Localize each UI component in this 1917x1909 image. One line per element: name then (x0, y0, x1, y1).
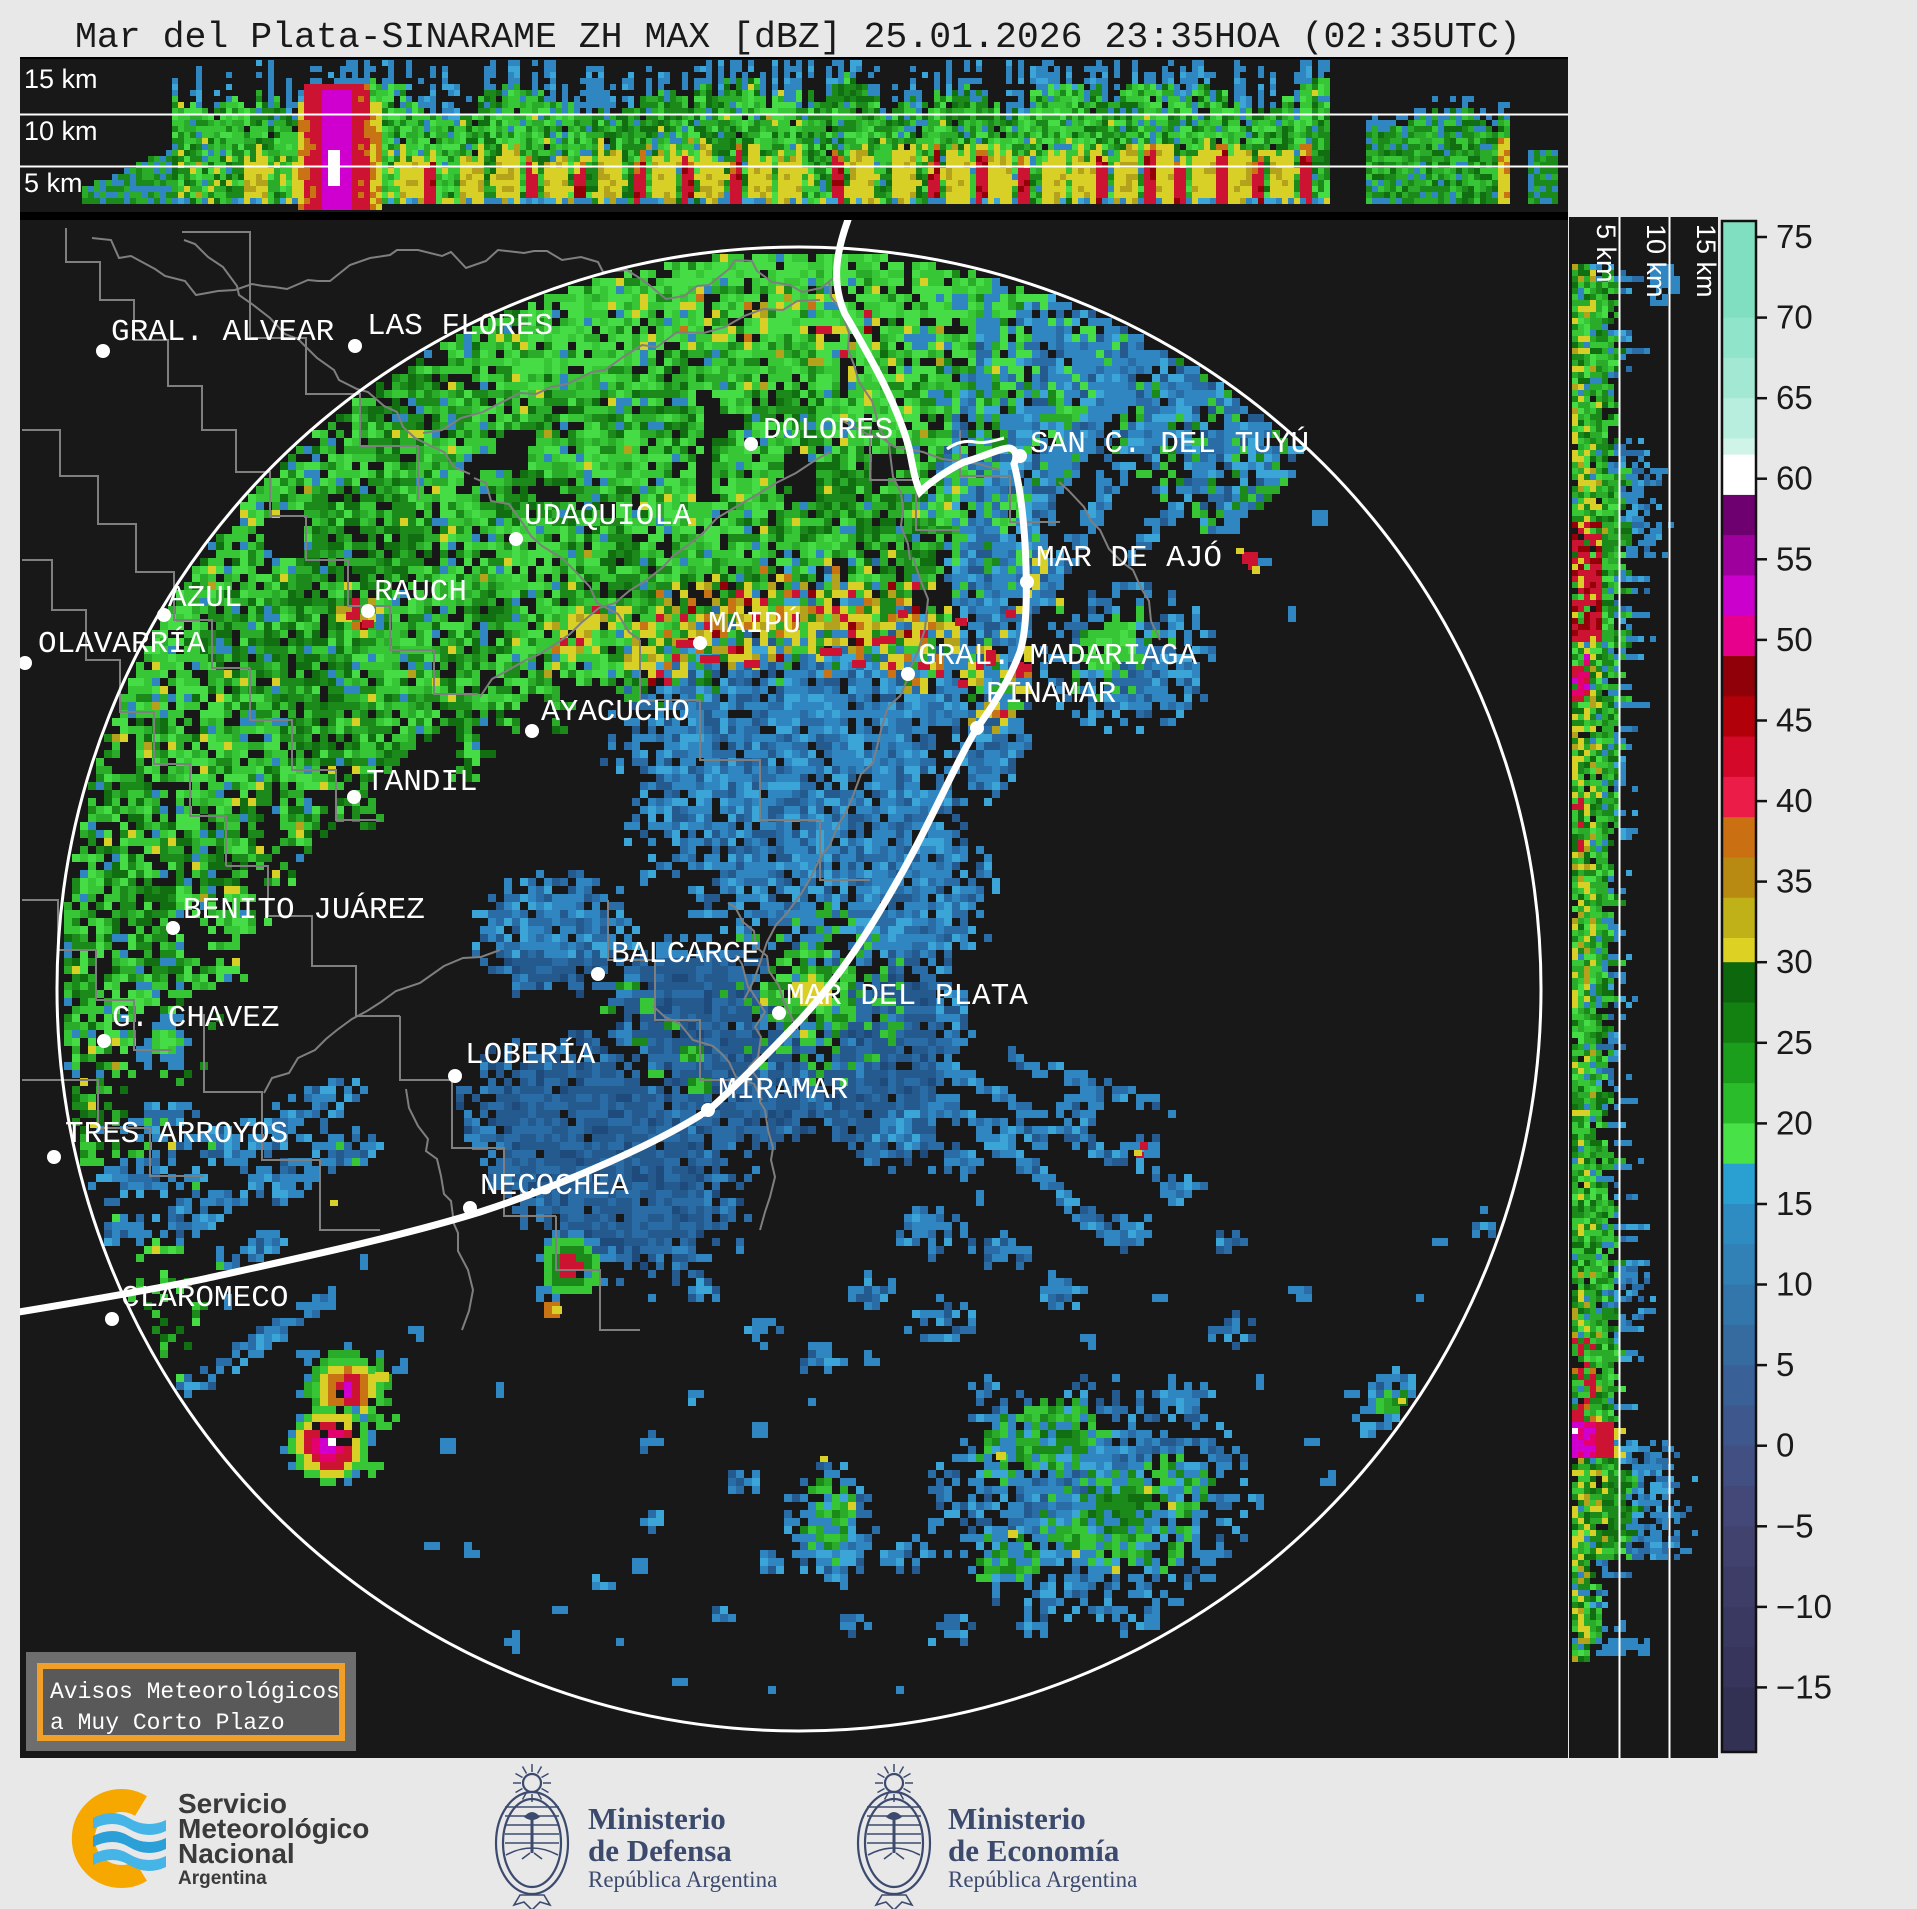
svg-text:Nacional: Nacional (178, 1838, 295, 1869)
svg-text:de Economía: de Economía (948, 1833, 1120, 1868)
svg-text:10 km: 10 km (24, 116, 98, 146)
svg-text:AYACUCHO: AYACUCHO (541, 695, 690, 730)
svg-text:MAR DEL PLATA: MAR DEL PLATA (786, 979, 1028, 1014)
svg-text:−5: −5 (1776, 1507, 1814, 1544)
svg-text:MIRAMAR: MIRAMAR (718, 1073, 848, 1108)
svg-text:15 km: 15 km (24, 64, 98, 94)
svg-text:Ministerio: Ministerio (948, 1801, 1086, 1836)
svg-text:10 km: 10 km (1641, 224, 1671, 298)
svg-text:55: 55 (1776, 540, 1813, 577)
svg-text:RAUCH: RAUCH (374, 575, 467, 610)
svg-text:75: 75 (1776, 218, 1813, 255)
svg-text:República Argentina: República Argentina (948, 1867, 1137, 1892)
svg-text:Ministerio: Ministerio (588, 1801, 726, 1836)
svg-text:30: 30 (1776, 943, 1813, 980)
svg-text:25: 25 (1776, 1024, 1813, 1061)
svg-text:65: 65 (1776, 379, 1813, 416)
svg-text:MAR DE AJÓ: MAR DE AJÓ (1036, 539, 1222, 576)
svg-text:de Defensa: de Defensa (588, 1833, 732, 1868)
svg-text:−10: −10 (1776, 1588, 1832, 1625)
svg-text:40: 40 (1776, 782, 1813, 819)
svg-text:Meteorológico: Meteorológico (178, 1813, 369, 1844)
svg-text:15: 15 (1776, 1185, 1813, 1222)
svg-text:GRAL. MADARIAGA: GRAL. MADARIAGA (918, 639, 1197, 674)
svg-text:OLAVARRÍA: OLAVARRÍA (38, 625, 206, 662)
svg-text:AZUL: AZUL (168, 581, 242, 616)
svg-text:BENITO JUÁREZ: BENITO JUÁREZ (183, 891, 425, 928)
svg-text:G. CHAVEZ: G. CHAVEZ (112, 1001, 279, 1036)
svg-text:15 km: 15 km (1691, 224, 1721, 298)
svg-text:MAIPÚ: MAIPÚ (708, 605, 801, 642)
svg-text:Servicio: Servicio (178, 1788, 287, 1819)
svg-text:5 km: 5 km (1591, 224, 1621, 283)
svg-text:TRES ARROYOS: TRES ARROYOS (65, 1117, 288, 1152)
svg-text:50: 50 (1776, 621, 1813, 658)
svg-text:20: 20 (1776, 1104, 1813, 1141)
svg-text:0: 0 (1776, 1427, 1794, 1464)
svg-text:LOBERÍA: LOBERÍA (465, 1036, 596, 1073)
svg-text:Argentina: Argentina (178, 1868, 267, 1889)
svg-text:SAN C. DEL TUYÚ: SAN C. DEL TUYÚ (1030, 425, 1309, 462)
svg-text:CLAROMECO: CLAROMECO (121, 1281, 288, 1316)
svg-text:NECOCHEA: NECOCHEA (480, 1169, 629, 1204)
svg-text:UDAQUIOLA: UDAQUIOLA (524, 499, 692, 534)
svg-text:70: 70 (1776, 299, 1813, 336)
svg-text:República Argentina: República Argentina (588, 1867, 777, 1892)
svg-text:−15: −15 (1776, 1668, 1832, 1705)
svg-text:35: 35 (1776, 863, 1813, 900)
svg-text:45: 45 (1776, 702, 1813, 739)
svg-text:5 km: 5 km (24, 168, 83, 198)
svg-text:GRAL. ALVEAR: GRAL. ALVEAR (111, 315, 334, 350)
svg-text:10: 10 (1776, 1266, 1813, 1303)
svg-text:BALCARCE: BALCARCE (611, 937, 760, 972)
svg-text:Mar del Plata-SINARAME ZH MAX: Mar del Plata-SINARAME ZH MAX [dBZ] 25.0… (75, 17, 1521, 58)
svg-text:LAS FLORES: LAS FLORES (367, 309, 553, 344)
svg-text:a Muy Corto Plazo: a Muy Corto Plazo (50, 1710, 285, 1736)
svg-text:TANDIL: TANDIL (366, 765, 478, 800)
svg-text:60: 60 (1776, 460, 1813, 497)
svg-text:PINAMAR: PINAMAR (986, 677, 1116, 712)
svg-text:5: 5 (1776, 1346, 1794, 1383)
svg-text:Avisos Meteorológicos: Avisos Meteorológicos (50, 1679, 340, 1705)
svg-text:DOLORES: DOLORES (763, 413, 893, 448)
